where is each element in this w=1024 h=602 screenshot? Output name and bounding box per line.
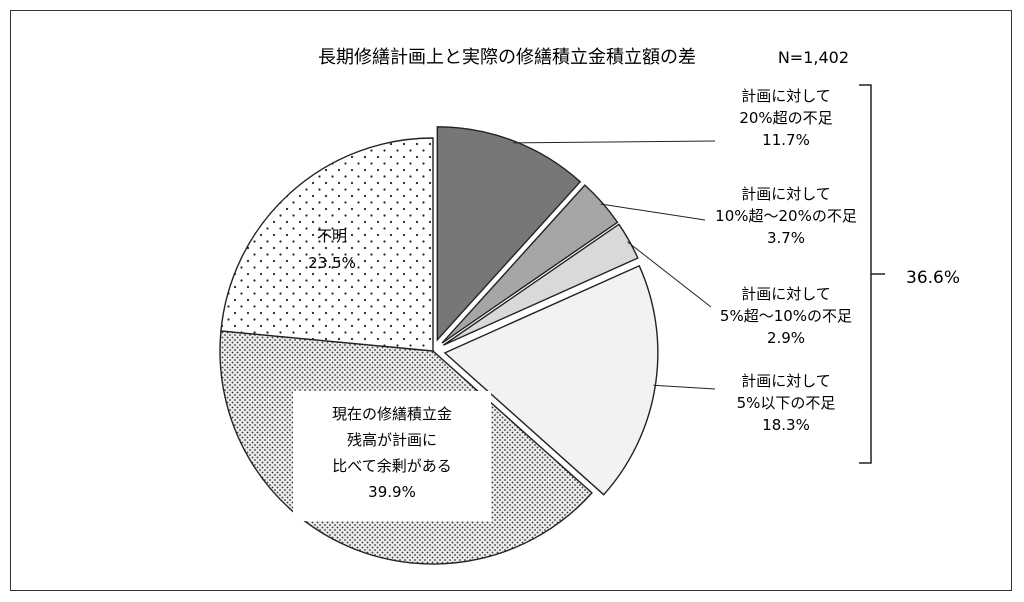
- slice-category-label: 計画に対して: [741, 185, 831, 203]
- pie-slice: [220, 137, 434, 352]
- pie-slice: [443, 223, 639, 346]
- label-background: [293, 391, 491, 521]
- slice-value-label: 3.7%: [767, 229, 805, 247]
- leader-line: [627, 241, 712, 308]
- sample-size: N=1,402: [778, 48, 849, 67]
- slice-category-label: 20%超の不足: [739, 109, 832, 127]
- pie-chart: 長期修繕計画上と実際の修繕積立金積立額の差 N=1,402 計画に対して 20%超…: [219, 47, 960, 565]
- slice-category-label: 5%超～10%の不足: [720, 307, 852, 325]
- slice-value-label: 23.5%: [308, 254, 356, 272]
- slice-category-label: 不明: [317, 227, 347, 245]
- leader-line: [600, 203, 706, 221]
- chart-frame: 長期修繕計画上と実際の修繕積立金積立額の差 N=1,402 計画に対して 20%超…: [10, 10, 1012, 591]
- slice-value-label: 39.9%: [368, 483, 416, 501]
- slice-category-label: 比べて余剰がある: [332, 457, 451, 475]
- bracket-total-label: 36.6%: [906, 268, 960, 288]
- leader-lines: [513, 140, 716, 390]
- slice-value-label: 11.7%: [762, 131, 810, 149]
- slice-labels: 計画に対して 20%超の不足 11.7% 計画に対して 10%超～20%の不足 3.7% 計…: [293, 87, 857, 521]
- chart-title: 長期修繕計画上と実際の修繕積立金積立額の差: [318, 47, 696, 68]
- pie-slice: [441, 184, 619, 344]
- bracket: [859, 84, 885, 464]
- slice-value-label: 2.9%: [767, 329, 805, 347]
- slice-category-label: 10%超～20%の不足: [715, 207, 857, 225]
- slice-category-label: 残高が計画に: [347, 431, 437, 449]
- slice-category-label: 現在の修繕積立金: [332, 405, 452, 423]
- slice-category-label: 計画に対して: [741, 372, 831, 390]
- slice-category-label: 計画に対して: [741, 87, 831, 105]
- slice-value-label: 18.3%: [762, 416, 810, 434]
- leader-line: [653, 384, 716, 390]
- slice-category-label: 計画に対して: [741, 285, 831, 303]
- leader-line: [513, 140, 716, 144]
- pie-slice: [436, 126, 582, 342]
- slice-category-label: 5%以下の不足: [737, 394, 836, 412]
